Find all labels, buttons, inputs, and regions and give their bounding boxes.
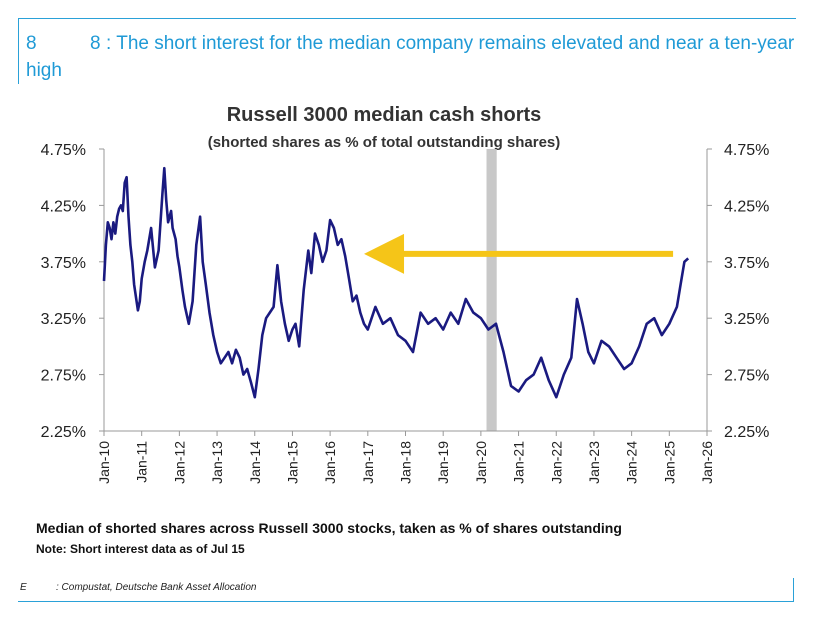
- series-line: [102, 166, 690, 399]
- x-tick-label: Jan-19: [435, 441, 451, 484]
- x-tick-label: Jan-16: [322, 441, 338, 484]
- y-tick-label-left: 4.75%: [41, 142, 86, 159]
- chart-title: Russell 3000 median cash shorts: [227, 104, 542, 126]
- x-tick-label: Jan-23: [586, 441, 602, 484]
- y-tick-label-right: 3.25%: [724, 311, 769, 328]
- y-tick-label-left: 3.25%: [41, 311, 86, 328]
- x-tick-label: Jan-13: [209, 441, 225, 484]
- x-tick-label: Jan-20: [473, 441, 489, 484]
- x-tick-label: Jan-11: [134, 441, 150, 483]
- short-interest-chart: Russell 3000 median cash shorts (shorted…: [41, 104, 770, 484]
- source-text: : Compustat, Deutsche Bank Asset Allocat…: [56, 582, 257, 593]
- x-tick-label: Jan-18: [398, 441, 414, 484]
- exhibit-heading: 8 8: The short interest for the median co…: [26, 30, 806, 84]
- x-tick-label: Jan-12: [171, 441, 187, 484]
- exhibit-number-secondary: 8: [90, 33, 101, 54]
- y-tick-label-left: 2.25%: [41, 424, 86, 441]
- x-tick-label: Jan-26: [699, 441, 715, 484]
- chart-note: Note: Short interest data as of Jul 15: [36, 542, 245, 556]
- source-rule: [18, 601, 793, 602]
- y-tick-label-right: 2.25%: [724, 424, 769, 441]
- source-right-rule: [793, 578, 794, 602]
- frame-top-rule: [18, 18, 796, 19]
- frame-left-rule: [18, 18, 19, 84]
- exhibit-heading-text: : The short interest for the median comp…: [26, 33, 795, 81]
- x-tick-label: Jan-10: [96, 441, 112, 484]
- x-tick-label: Jan-15: [284, 441, 300, 484]
- exhibit-number: 8: [26, 33, 37, 54]
- x-tick-label: Jan-22: [548, 441, 564, 484]
- chart-footnote: Median of shorted shares across Russell …: [36, 520, 622, 536]
- arrow-head: [364, 233, 405, 274]
- source-label: E: [20, 582, 27, 593]
- y-tick-label-left: 4.25%: [41, 198, 86, 215]
- x-tick-label: Jan-21: [511, 441, 527, 484]
- y-tick-label-left: 2.75%: [41, 368, 86, 385]
- x-tick-label: Jan-24: [624, 441, 640, 484]
- y-tick-label-right: 4.25%: [724, 198, 769, 215]
- recession-shading: [486, 149, 497, 431]
- y-tick-label-right: 4.75%: [724, 142, 769, 159]
- chart-subtitle: (shorted shares as % of total outstandin…: [208, 134, 561, 151]
- y-tick-label-left: 3.75%: [41, 255, 86, 272]
- y-tick-label-right: 2.75%: [724, 368, 769, 385]
- x-tick-label: Jan-25: [661, 441, 677, 484]
- y-tick-label-right: 3.75%: [724, 255, 769, 272]
- x-tick-label: Jan-14: [247, 441, 263, 484]
- source-line: E : Compustat, Deutsche Bank Asset Alloca…: [20, 582, 256, 593]
- x-tick-label: Jan-17: [360, 441, 376, 484]
